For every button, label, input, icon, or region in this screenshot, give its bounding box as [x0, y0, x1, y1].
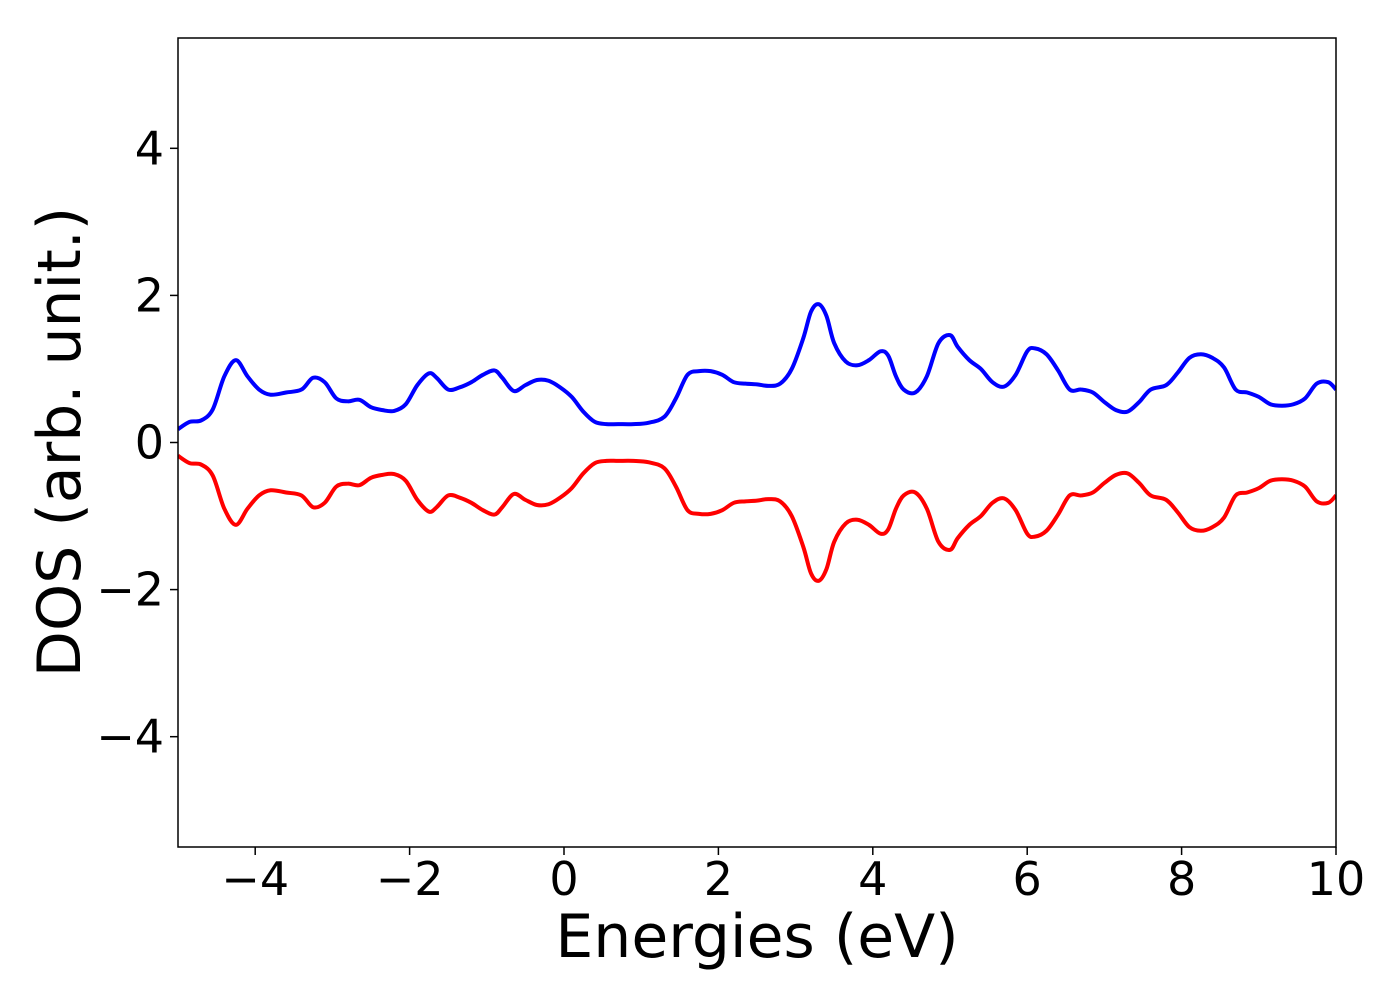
- x-axis-ticks: −4 −2 0 2 4 6 8 10: [221, 847, 1365, 906]
- series-line-negative: [178, 454, 1336, 583]
- y-axis-ticks: −4 −2 0 2 4: [96, 121, 178, 764]
- x-tick-label: −2: [376, 852, 444, 906]
- series-layer: [178, 302, 1336, 583]
- x-tick-label: 4: [858, 852, 887, 906]
- x-axis-label: Energies (eV): [555, 902, 958, 972]
- y-tick-label: 0: [135, 416, 164, 470]
- y-tick-label: −4: [96, 710, 164, 764]
- series-line-positive: [178, 302, 1336, 431]
- y-tick-label: 4: [135, 121, 164, 175]
- x-tick-label: 2: [704, 852, 733, 906]
- plot-frame: [177, 37, 1337, 848]
- y-axis-label: DOS (arb. unit.): [25, 207, 95, 677]
- x-tick-label: −4: [221, 852, 289, 906]
- x-tick-label: 0: [549, 852, 578, 906]
- x-tick-label: 6: [1013, 852, 1042, 906]
- x-tick-label: 8: [1167, 852, 1196, 906]
- x-tick-label: 10: [1307, 852, 1366, 906]
- y-tick-label: 2: [135, 268, 164, 322]
- y-tick-label: −2: [96, 563, 164, 617]
